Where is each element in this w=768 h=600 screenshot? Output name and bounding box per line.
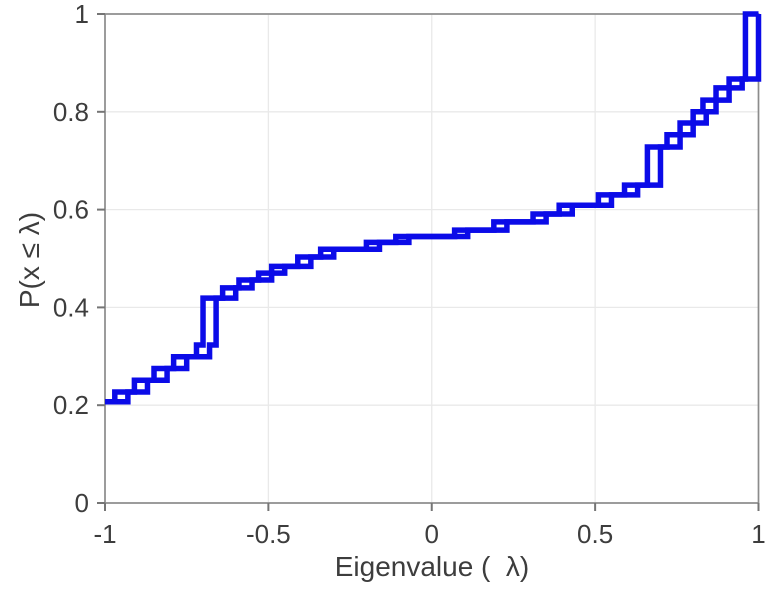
y-tick-label: 0.2 xyxy=(53,390,89,420)
y-tick-label: 0.4 xyxy=(53,292,89,322)
x-tick-label: 0.5 xyxy=(577,519,613,549)
x-tick-label: -1 xyxy=(93,519,116,549)
ecdf-curve-primary xyxy=(105,11,759,405)
x-tick-label: 1 xyxy=(751,519,765,549)
y-tick-label: 1 xyxy=(75,0,89,29)
y-tick-label: 0.6 xyxy=(53,195,89,225)
x-tick-label: -0.5 xyxy=(246,519,291,549)
x-axis-label: Eigenvalue ( λ) xyxy=(334,551,530,582)
y-tick-label: 0 xyxy=(75,488,89,518)
y-tick-label: 0.8 xyxy=(53,97,89,127)
y-axis-label: P(x ≤ λ) xyxy=(14,211,45,309)
x-tick-label: 0 xyxy=(425,519,439,549)
